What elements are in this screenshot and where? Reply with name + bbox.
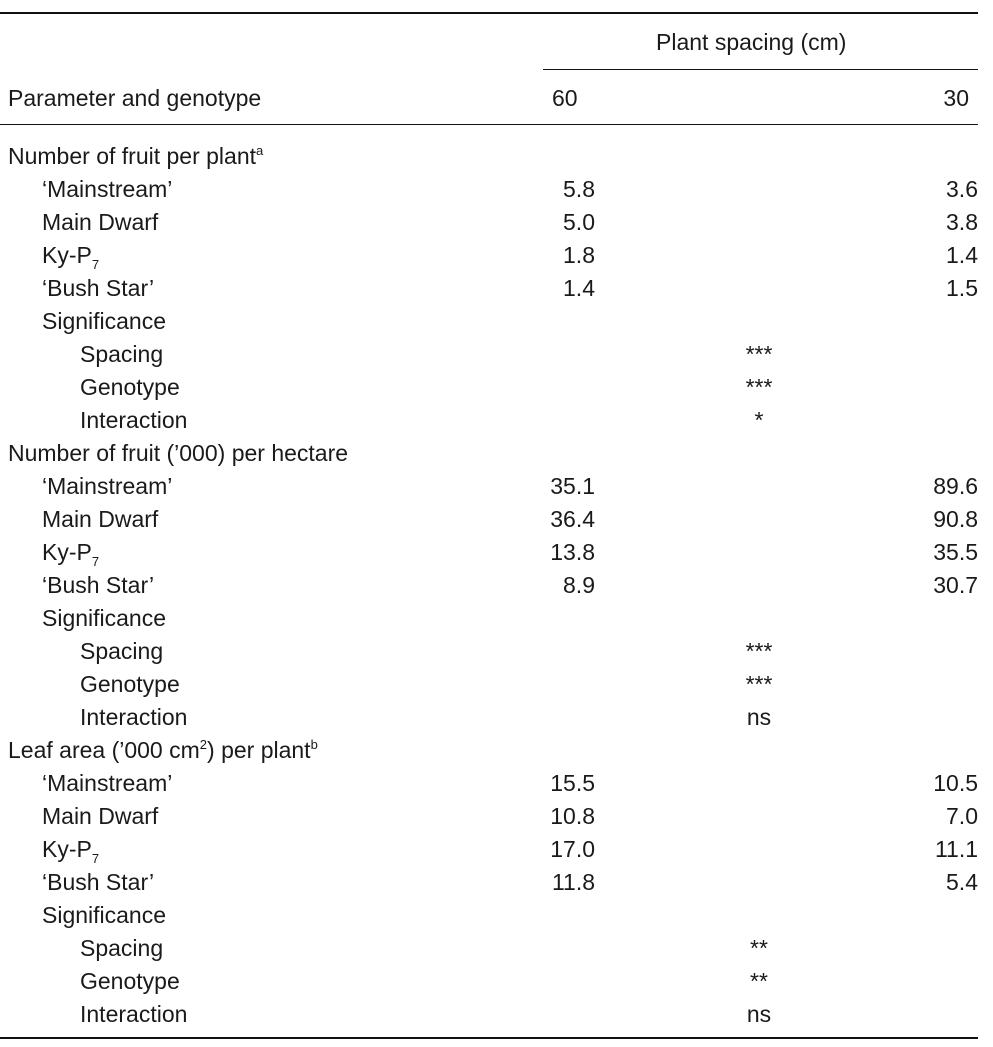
- significance-term: Genotype: [80, 968, 180, 994]
- value-60: 17.0: [550, 836, 595, 862]
- value-60: 1.4: [563, 275, 595, 301]
- table-bottom-rule: [0, 1037, 978, 1039]
- significance-label: Significance: [42, 308, 167, 334]
- table-row: Main Dwarf 10.8 7.0: [0, 800, 993, 833]
- genotype-label: Main Dwarf: [42, 803, 159, 829]
- value-60: 1.8: [563, 242, 595, 268]
- genotype-label: Main Dwarf: [42, 209, 159, 235]
- value-30: 35.5: [933, 539, 978, 565]
- significance-row: Genotype **: [0, 965, 993, 998]
- significance-row: Genotype ***: [0, 668, 993, 701]
- table-row: ‘Bush Star’ 8.9 30.7: [0, 569, 993, 602]
- section-title: Number of fruit (’000) per hectare: [8, 440, 349, 466]
- significance-row: Interaction ns: [0, 701, 993, 734]
- value-60: 5.0: [563, 209, 595, 235]
- value-60: 8.9: [563, 572, 595, 598]
- genotype-label: ‘Mainstream’: [42, 770, 173, 796]
- column-group-rule: [543, 69, 978, 70]
- header-rule: [0, 124, 978, 125]
- footnote-marker: a: [256, 143, 264, 158]
- genotype-label: Ky-P7: [42, 539, 100, 569]
- section-title-row: Number of fruit per planta: [0, 140, 993, 173]
- significance-row: Spacing ***: [0, 635, 993, 668]
- significance-heading-row: Significance: [0, 305, 993, 338]
- significance-value: ***: [745, 374, 773, 400]
- significance-term: Spacing: [80, 341, 164, 367]
- table-top-rule: [0, 12, 978, 14]
- genotype-label: Ky-P7: [42, 242, 100, 272]
- genotype-label: ‘Mainstream’: [42, 473, 173, 499]
- table-row: Ky-P7 1.8 1.4: [0, 239, 993, 272]
- section-title-row: Number of fruit (’000) per hectare: [0, 437, 993, 470]
- footnote-marker: b: [310, 737, 318, 752]
- value-30: 1.4: [946, 242, 978, 268]
- value-30: 3.8: [946, 209, 978, 235]
- significance-term: Genotype: [80, 671, 180, 697]
- table-row: Main Dwarf 5.0 3.8: [0, 206, 993, 239]
- significance-value: ***: [745, 671, 773, 697]
- column-group-header: Plant spacing (cm): [656, 29, 847, 55]
- significance-row: Genotype ***: [0, 371, 993, 404]
- table-row: ‘Bush Star’ 1.4 1.5: [0, 272, 993, 305]
- table-row: Ky-P7 13.8 35.5: [0, 536, 993, 569]
- table-row: ‘Mainstream’ 35.1 89.6: [0, 470, 993, 503]
- significance-heading-row: Significance: [0, 602, 993, 635]
- value-30: 3.6: [946, 176, 978, 202]
- significance-value: *: [754, 407, 764, 433]
- genotype-label: Main Dwarf: [42, 506, 159, 532]
- value-30: 7.0: [946, 803, 978, 829]
- significance-term: Genotype: [80, 374, 180, 400]
- value-60: 10.8: [550, 803, 595, 829]
- spacing-60-column-header: 60: [552, 85, 578, 111]
- section-title-row: Leaf area (’000 cm2) per plantb: [0, 734, 993, 767]
- table-row: ‘Mainstream’ 5.8 3.6: [0, 173, 993, 206]
- value-30: 5.4: [946, 869, 978, 895]
- significance-term: Interaction: [80, 704, 188, 730]
- significance-heading-row: Significance: [0, 899, 993, 932]
- significance-label: Significance: [42, 902, 167, 928]
- significance-value: ns: [746, 704, 772, 730]
- significance-value: **: [750, 935, 768, 961]
- significance-label: Significance: [42, 605, 167, 631]
- parameter-column-header: Parameter and genotype: [8, 85, 262, 111]
- significance-value: **: [750, 968, 768, 994]
- value-30: 90.8: [933, 506, 978, 532]
- value-30: 89.6: [933, 473, 978, 499]
- genotype-label: ‘Bush Star’: [42, 275, 155, 301]
- significance-term: Interaction: [80, 1001, 188, 1027]
- value-30: 30.7: [933, 572, 978, 598]
- significance-value: ***: [745, 638, 773, 664]
- significance-row: Interaction ns: [0, 998, 993, 1031]
- spacing-30-column-header: 30: [943, 85, 969, 111]
- section-title: Leaf area (’000 cm2) per plantb: [8, 737, 318, 763]
- significance-row: Spacing ***: [0, 338, 993, 371]
- genotype-label: Ky-P7: [42, 836, 100, 866]
- value-30: 10.5: [933, 770, 978, 796]
- significance-row: Interaction *: [0, 404, 993, 437]
- significance-value: ***: [745, 341, 773, 367]
- significance-term: Spacing: [80, 638, 164, 664]
- value-60: 15.5: [550, 770, 595, 796]
- significance-row: Spacing **: [0, 932, 993, 965]
- value-30: 11.1: [934, 836, 978, 862]
- genotype-label: ‘Mainstream’: [42, 176, 173, 202]
- genotype-label: ‘Bush Star’: [42, 572, 155, 598]
- value-60: 36.4: [550, 506, 595, 532]
- significance-term: Spacing: [80, 935, 164, 961]
- value-60: 11.8: [551, 869, 595, 895]
- value-60: 13.8: [550, 539, 595, 565]
- significance-value: ns: [746, 1001, 772, 1027]
- value-30: 1.5: [946, 275, 978, 301]
- genotype-label: ‘Bush Star’: [42, 869, 155, 895]
- section-title: Number of fruit per planta: [8, 143, 264, 169]
- value-60: 5.8: [563, 176, 595, 202]
- table-row: ‘Bush Star’ 11.8 5.4: [0, 866, 993, 899]
- significance-term: Interaction: [80, 407, 188, 433]
- table-row: Ky-P7 17.0 11.1: [0, 833, 993, 866]
- table-row: ‘Mainstream’ 15.5 10.5: [0, 767, 993, 800]
- table-row: Main Dwarf 36.4 90.8: [0, 503, 993, 536]
- value-60: 35.1: [550, 473, 595, 499]
